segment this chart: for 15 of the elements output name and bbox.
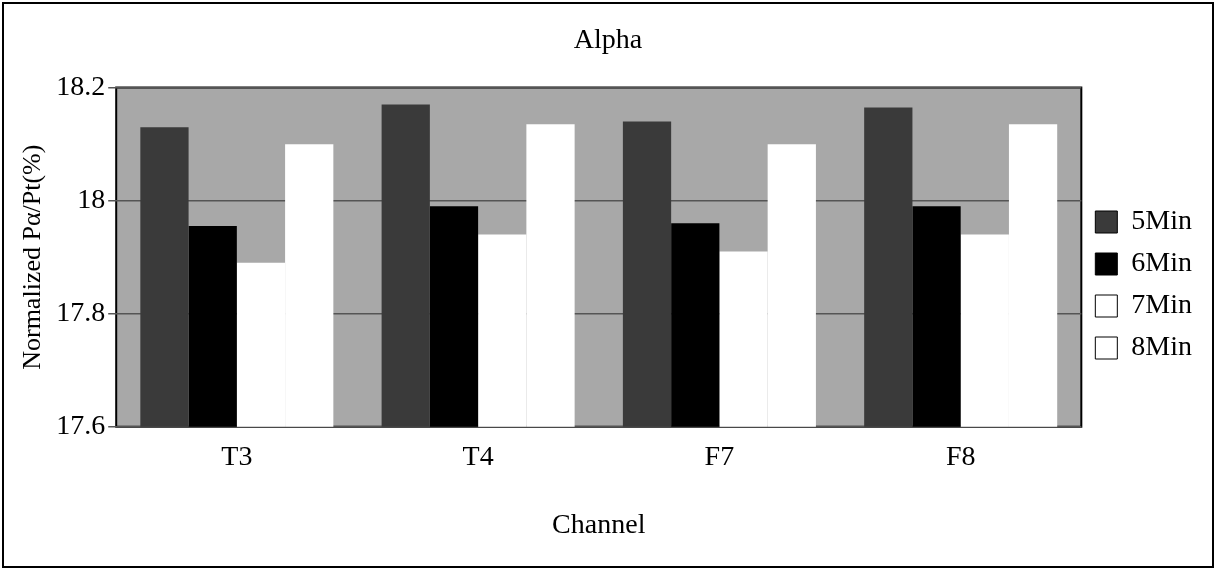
x-tick-label: F7	[704, 439, 735, 471]
chart-title: Alpha	[573, 23, 643, 55]
legend-label: 7Min	[1131, 288, 1193, 320]
y-tick-label: 17.8	[56, 296, 106, 328]
x-tick-label: T3	[221, 439, 253, 471]
legend-label: 8Min	[1131, 330, 1193, 362]
y-axis-title: Normalized Pα/Pt(%)	[17, 144, 47, 370]
legend-label: 6Min	[1131, 246, 1193, 278]
x-tick-label: F8	[945, 439, 976, 471]
y-tick-label: 18	[77, 183, 106, 215]
x-tick-label: T4	[462, 439, 494, 471]
legend-label: 5Min	[1131, 204, 1193, 236]
y-tick-label: 18.2	[56, 69, 106, 101]
x-axis-title: Channel	[552, 507, 646, 539]
y-tick-label: 17.6	[56, 409, 106, 441]
